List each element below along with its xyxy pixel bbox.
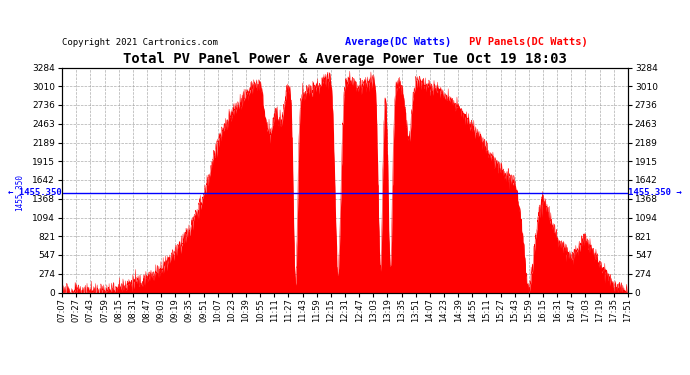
Text: Average(DC Watts): Average(DC Watts) (345, 37, 451, 47)
Text: Copyright 2021 Cartronics.com: Copyright 2021 Cartronics.com (62, 38, 218, 47)
Text: 1455.350: 1455.350 (15, 174, 24, 211)
Text: 1455.350 →: 1455.350 → (629, 188, 682, 197)
Text: ← 1455.350: ← 1455.350 (8, 188, 61, 197)
Text: PV Panels(DC Watts): PV Panels(DC Watts) (469, 37, 589, 47)
Title: Total PV Panel Power & Average Power Tue Oct 19 18:03: Total PV Panel Power & Average Power Tue… (123, 53, 567, 66)
